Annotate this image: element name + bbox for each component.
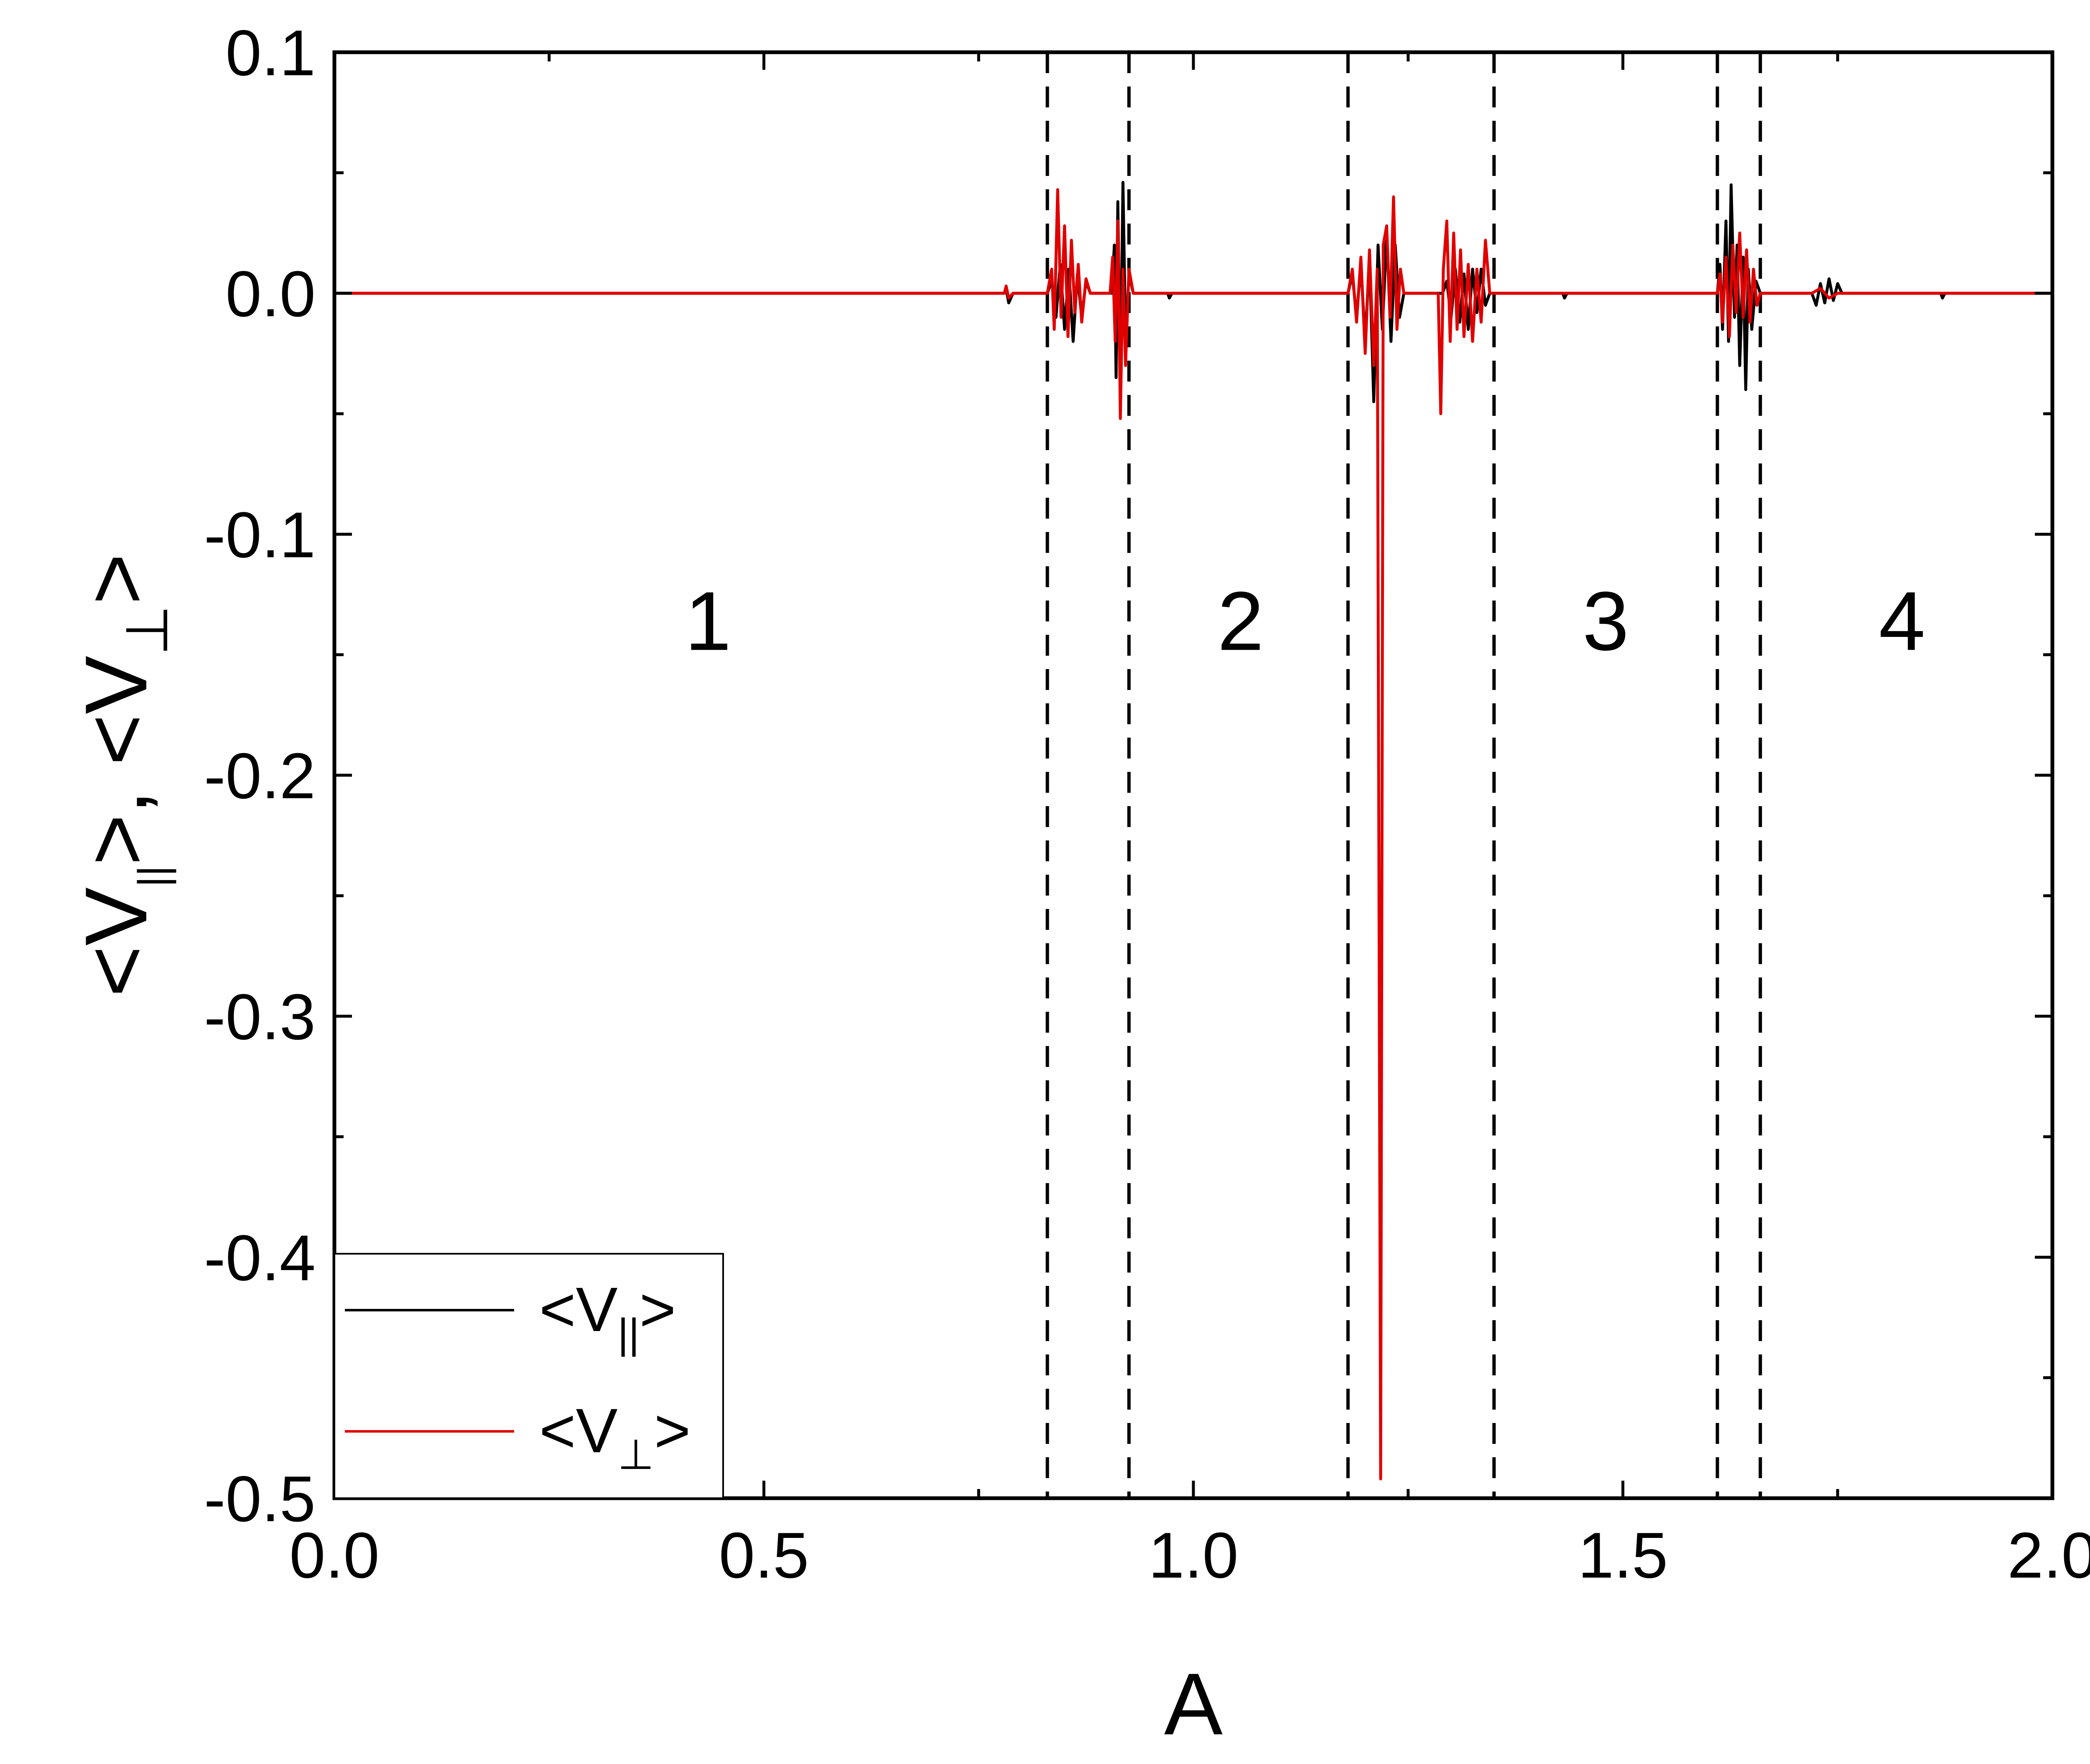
y-tick-label: -0.3 bbox=[204, 981, 316, 1053]
series-line-v-perp bbox=[334, 188, 2052, 1481]
y-tick-label: -0.2 bbox=[204, 740, 316, 812]
x-tick-label: 1.0 bbox=[1148, 1519, 1238, 1591]
legend-label-part: <V bbox=[539, 1395, 618, 1466]
legend-label-sub: || bbox=[618, 1310, 640, 1357]
y-tick-label: 0.0 bbox=[226, 258, 316, 330]
y-tick-label: 0.1 bbox=[226, 17, 316, 89]
y-tick-label: -0.5 bbox=[204, 1463, 316, 1535]
legend-label-part: <V bbox=[539, 1274, 618, 1344]
legend-label-sub: ⊥ bbox=[618, 1431, 654, 1478]
region-label: 4 bbox=[1879, 575, 1925, 668]
x-axis-title: A bbox=[1164, 1655, 1223, 1753]
legend-label-v-perp: <V⊥> bbox=[539, 1395, 691, 1478]
x-tick-labels: 0.0 0.5 1.0 1.5 2.0 bbox=[289, 1519, 2090, 1591]
legend: <V||> <V⊥> bbox=[334, 1253, 724, 1499]
y-axis-title-sub: ⊥ bbox=[114, 605, 180, 656]
legend-label-part: > bbox=[654, 1395, 691, 1466]
y-axis-title: <V||>, <V⊥> bbox=[67, 553, 180, 997]
x-tick-label: 0.5 bbox=[719, 1519, 809, 1591]
region-label: 2 bbox=[1217, 575, 1264, 668]
y-axis-title-part: <V bbox=[67, 887, 165, 997]
region-labels: 1 2 3 4 bbox=[685, 575, 1925, 668]
region-label: 3 bbox=[1583, 575, 1629, 668]
y-axis-title-part: >, <V bbox=[67, 656, 165, 865]
y-tick-labels: 0.1 0.0 -0.1 -0.2 -0.3 -0.4 -0.5 bbox=[204, 17, 316, 1535]
y-tick-label: -0.4 bbox=[204, 1222, 316, 1294]
x-tick-label: 2.0 bbox=[2007, 1519, 2090, 1591]
legend-label-part: > bbox=[640, 1274, 676, 1344]
legend-box bbox=[334, 1253, 724, 1499]
legend-label-v-parallel: <V||> bbox=[539, 1274, 676, 1357]
axis-ticks bbox=[333, 51, 2054, 1500]
x-tick-label: 0.0 bbox=[289, 1519, 379, 1591]
region-divider-lines bbox=[1045, 52, 1762, 1498]
x-tick-label: 1.5 bbox=[1578, 1519, 1668, 1591]
series-lines bbox=[334, 181, 2052, 1481]
region-label: 1 bbox=[685, 575, 731, 668]
y-axis-title-part: > bbox=[67, 553, 165, 605]
y-tick-label: -0.1 bbox=[204, 499, 316, 571]
y-axis-title-sub: || bbox=[130, 865, 176, 887]
